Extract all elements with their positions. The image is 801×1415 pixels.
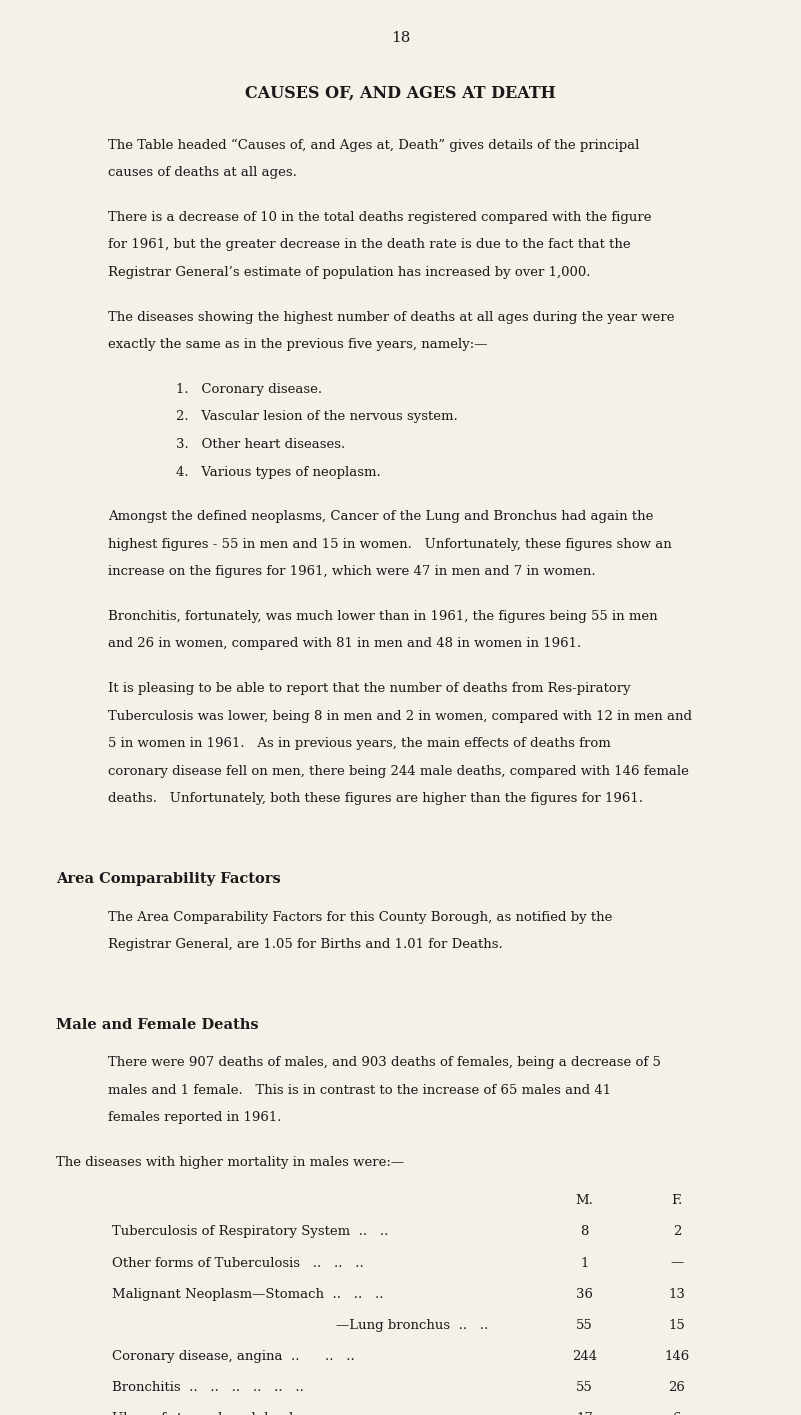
Text: 2: 2 <box>673 1225 681 1238</box>
Text: Area Comparability Factors: Area Comparability Factors <box>56 872 281 886</box>
Text: Tuberculosis of Respiratory System  ..   ..: Tuberculosis of Respiratory System .. .. <box>112 1225 388 1238</box>
Text: Amongst the defined neoplasms, Cancer of the Lung and Bronchus had again the: Amongst the defined neoplasms, Cancer of… <box>108 509 654 524</box>
Text: Ulcer of stomach and duodenum ..   ..   ..: Ulcer of stomach and duodenum .. .. .. <box>112 1412 386 1415</box>
Text: 2.   Vascular lesion of the nervous system.: 2. Vascular lesion of the nervous system… <box>176 410 458 423</box>
Text: 55: 55 <box>577 1381 593 1394</box>
Text: There is a decrease of 10 in the total deaths registered compared with the figur: There is a decrease of 10 in the total d… <box>108 211 652 224</box>
Text: and 26 in women, compared with 81 in men and 48 in women in 1961.: and 26 in women, compared with 81 in men… <box>108 637 582 651</box>
Text: for 1961, but the greater decrease in the death rate is due to the fact that the: for 1961, but the greater decrease in th… <box>108 239 630 252</box>
Text: Registrar General’s estimate of population has increased by over 1,000.: Registrar General’s estimate of populati… <box>108 266 590 279</box>
Text: The Table headed “Causes of, and Ages at, Death” gives details of the principal: The Table headed “Causes of, and Ages at… <box>108 139 639 151</box>
Text: 15: 15 <box>669 1319 685 1332</box>
Text: 13: 13 <box>668 1288 686 1300</box>
Text: 5 in women in 1961.   As in previous years, the main effects of deaths from: 5 in women in 1961. As in previous years… <box>108 737 611 750</box>
Text: Tuberculosis was lower, being 8 in men and 2 in women, compared with 12 in men a: Tuberculosis was lower, being 8 in men a… <box>108 709 692 723</box>
Text: 146: 146 <box>664 1350 690 1363</box>
Text: 36: 36 <box>576 1288 594 1300</box>
Text: 244: 244 <box>572 1350 598 1363</box>
Text: It is pleasing to be able to report that the number of deaths from Res-piratory: It is pleasing to be able to report that… <box>108 682 630 695</box>
Text: —Lung bronchus  ..   ..: —Lung bronchus .. .. <box>336 1319 489 1332</box>
Text: increase on the figures for 1961, which were 47 in men and 7 in women.: increase on the figures for 1961, which … <box>108 565 596 579</box>
Text: M.: M. <box>576 1194 594 1207</box>
Text: 1: 1 <box>581 1257 589 1269</box>
Text: 4.   Various types of neoplasm.: 4. Various types of neoplasm. <box>176 466 381 478</box>
Text: exactly the same as in the previous five years, namely:—: exactly the same as in the previous five… <box>108 338 488 351</box>
Text: Bronchitis  ..   ..   ..   ..   ..   ..: Bronchitis .. .. .. .. .. .. <box>112 1381 304 1394</box>
Text: Other forms of Tuberculosis   ..   ..   ..: Other forms of Tuberculosis .. .. .. <box>112 1257 364 1269</box>
Text: Coronary disease, angina  ..      ..   ..: Coronary disease, angina .. .. .. <box>112 1350 355 1363</box>
Text: Malignant Neoplasm—Stomach  ..   ..   ..: Malignant Neoplasm—Stomach .. .. .. <box>112 1288 384 1300</box>
Text: CAUSES OF, AND AGES AT DEATH: CAUSES OF, AND AGES AT DEATH <box>245 85 556 102</box>
Text: The diseases showing the highest number of deaths at all ages during the year we: The diseases showing the highest number … <box>108 311 674 324</box>
Text: Registrar General, are 1.05 for Births and 1.01 for Deaths.: Registrar General, are 1.05 for Births a… <box>108 938 503 951</box>
Text: 6: 6 <box>673 1412 681 1415</box>
Text: 8: 8 <box>581 1225 589 1238</box>
Text: Bronchitis, fortunately, was much lower than in 1961, the figures being 55 in me: Bronchitis, fortunately, was much lower … <box>108 610 658 623</box>
Text: coronary disease fell on men, there being 244 male deaths, compared with 146 fem: coronary disease fell on men, there bein… <box>108 764 689 778</box>
Text: 18: 18 <box>391 31 410 45</box>
Text: The Area Comparability Factors for this County Borough, as notified by the: The Area Comparability Factors for this … <box>108 910 613 924</box>
Text: Male and Female Deaths: Male and Female Deaths <box>56 1017 259 1032</box>
Text: F.: F. <box>671 1194 682 1207</box>
Text: 55: 55 <box>577 1319 593 1332</box>
Text: females reported in 1961.: females reported in 1961. <box>108 1111 282 1125</box>
Text: 26: 26 <box>668 1381 686 1394</box>
Text: 3.   Other heart diseases.: 3. Other heart diseases. <box>176 437 345 451</box>
Text: highest figures - 55 in men and 15 in women.   Unfortunately, these figures show: highest figures - 55 in men and 15 in wo… <box>108 538 672 550</box>
Text: There were 907 deaths of males, and 903 deaths of females, being a decrease of 5: There were 907 deaths of males, and 903 … <box>108 1056 661 1070</box>
Text: males and 1 female.   This is in contrast to the increase of 65 males and 41: males and 1 female. This is in contrast … <box>108 1084 611 1097</box>
Text: deaths.   Unfortunately, both these figures are higher than the figures for 1961: deaths. Unfortunately, both these figure… <box>108 792 643 805</box>
Text: 1.   Coronary disease.: 1. Coronary disease. <box>176 382 322 396</box>
Text: causes of deaths at all ages.: causes of deaths at all ages. <box>108 167 297 180</box>
Text: The diseases with higher mortality in males were:—: The diseases with higher mortality in ma… <box>56 1156 405 1169</box>
Text: —: — <box>670 1257 683 1269</box>
Text: 17: 17 <box>576 1412 594 1415</box>
